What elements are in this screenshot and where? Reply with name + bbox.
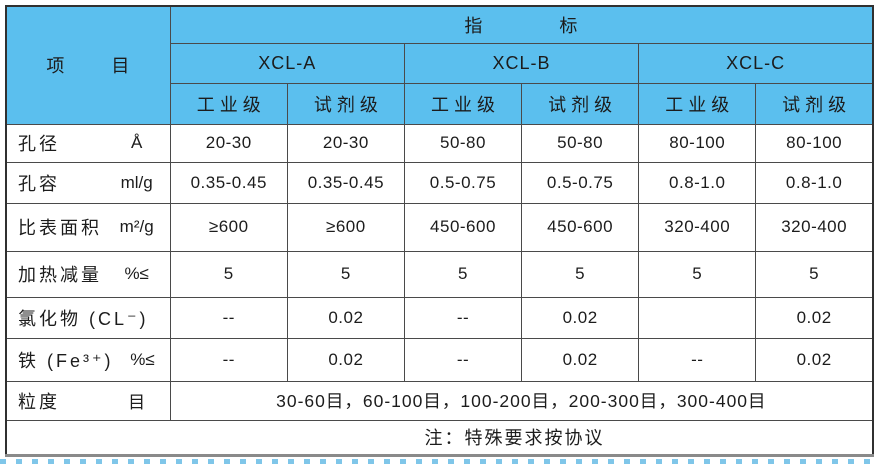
spec-value-cell: 5: [403, 250, 523, 298]
row-label: 加热减量: [18, 265, 102, 285]
bottom-dashed-strip: [0, 459, 880, 464]
spec-value-cell: 5: [286, 250, 405, 298]
row-label: 孔容: [18, 173, 60, 194]
spec-value-cell: 0.5-0.75: [521, 161, 640, 204]
spec-value-cell: 5: [169, 250, 288, 298]
row-label-cell: 铁 (Fe³⁺) %≤: [5, 337, 171, 382]
spec-value-cell: 0.5-0.75: [403, 161, 523, 204]
spec-value-cell: 320-400: [638, 202, 757, 252]
spec-value-cell: ≥600: [169, 202, 288, 252]
row-label-cell: 加热减量 %≤: [5, 250, 171, 298]
header-row-groups: XCL-A XCL-B XCL-C: [6, 42, 874, 84]
spec-value-cell: 80-100: [755, 123, 874, 163]
spec-value-cell: [638, 296, 757, 339]
row-label: 粒度: [18, 391, 60, 412]
grade-label: 工业级: [638, 82, 757, 125]
note-text: 注：特殊要求按协议: [5, 419, 874, 456]
product-spec-table: 项 目 指 标 XCL-A XCL-B XCL-C 工业级 试剂级 工业级 试剂…: [5, 5, 874, 457]
spec-value-cell: --: [403, 337, 523, 382]
group-label-xcl-a: XCL-A: [169, 42, 405, 84]
row-label-cell: 氯化物 (CL⁻): [5, 296, 171, 339]
spec-value-cell: 20-30: [286, 123, 405, 163]
row-unit: %≤: [124, 264, 149, 283]
row-unit: %≤: [130, 349, 155, 369]
spec-row-granularity: 粒度 目 30-60目，60-100目，100-200目，200-300目，30…: [5, 380, 874, 421]
row-label-cell: 粒度 目: [5, 380, 171, 421]
spec-value-cell: --: [169, 337, 288, 382]
row-label-cell: 孔径 Å: [5, 123, 171, 163]
row-unit: m²/g: [119, 217, 154, 236]
grade-label: 试剂级: [755, 82, 874, 125]
spec-row-heating-loss: 加热减量 %≤ 5 5 5 5 5 5: [5, 250, 874, 298]
spec-value-cell: 0.02: [755, 337, 874, 382]
spec-value-cell: 80-100: [638, 123, 757, 163]
spec-value-cell: 0.02: [286, 337, 405, 382]
group-label-xcl-b: XCL-B: [403, 42, 640, 84]
header-row-grades: 工业级 试剂级 工业级 试剂级 工业级 试剂级: [6, 82, 874, 125]
spec-value-cell: 0.8-1.0: [638, 161, 757, 204]
spec-value-cell: 450-600: [403, 202, 523, 252]
spec-value-cell: --: [169, 296, 288, 339]
spec-row-iron: 铁 (Fe³⁺) %≤ -- 0.02 -- 0.02 -- 0.02: [5, 337, 874, 382]
group-label-xcl-c: XCL-C: [638, 42, 874, 84]
spec-value-cell: 5: [638, 250, 757, 298]
granularity-value-cell: 30-60目，60-100目，100-200目，200-300目，300-400…: [169, 380, 874, 421]
spec-value-cell: 5: [521, 250, 640, 298]
spec-value-cell: 0.35-0.45: [286, 161, 405, 204]
spec-value-cell: --: [638, 337, 757, 382]
spec-value-cell: 320-400: [755, 202, 874, 252]
header-row-indicator: 项 目 指 标: [5, 5, 874, 125]
grade-label: 工业级: [169, 82, 288, 125]
row-label: 比表面积: [18, 218, 102, 238]
row-unit: Å: [131, 133, 143, 152]
note-row: 注：特殊要求按协议: [5, 419, 874, 456]
spec-value-cell: --: [403, 296, 523, 339]
header-indicator-cell: 指 标: [169, 5, 874, 44]
spec-value-cell: 0.35-0.45: [169, 161, 288, 204]
spec-value-cell: 0.02: [521, 337, 640, 382]
spec-row-chloride: 氯化物 (CL⁻) -- 0.02 -- 0.02 0.02: [5, 296, 874, 339]
spec-value-cell: 0.8-1.0: [755, 161, 874, 204]
spec-value-cell: 0.02: [521, 296, 640, 339]
row-label: 氯化物 (CL⁻): [18, 308, 149, 329]
spec-value-cell: 0.02: [286, 296, 405, 339]
spec-row-surface-area: 比表面积 m²/g ≥600 ≥600 450-600 450-600 320-…: [5, 202, 874, 252]
grade-label: 工业级: [403, 82, 523, 125]
row-label-cell: 比表面积 m²/g: [5, 202, 171, 252]
row-label: 孔径: [18, 134, 60, 154]
grade-label: 试剂级: [286, 82, 405, 125]
spec-value-cell: 20-30: [169, 123, 288, 163]
spec-value-cell: ≥600: [286, 202, 405, 252]
spec-row-pore-volume: 孔容 ml/g 0.35-0.45 0.35-0.45 0.5-0.75 0.5…: [5, 161, 874, 204]
grade-label: 试剂级: [521, 82, 640, 125]
spec-value-cell: 450-600: [521, 202, 640, 252]
row-unit: ml/g: [120, 172, 153, 192]
row-unit: 目: [128, 393, 146, 412]
header-item-cell: 项 目: [5, 5, 171, 125]
spec-row-pore-diameter: 孔径 Å 20-30 20-30 50-80 50-80 80-100 80-1…: [5, 123, 874, 163]
spec-value-cell: 0.02: [755, 296, 874, 339]
row-label-cell: 孔容 ml/g: [5, 161, 171, 204]
spec-value-cell: 5: [755, 250, 874, 298]
spec-value-cell: 50-80: [403, 123, 523, 163]
row-label: 铁 (Fe³⁺): [18, 350, 114, 371]
spec-value-cell: 50-80: [521, 123, 640, 163]
